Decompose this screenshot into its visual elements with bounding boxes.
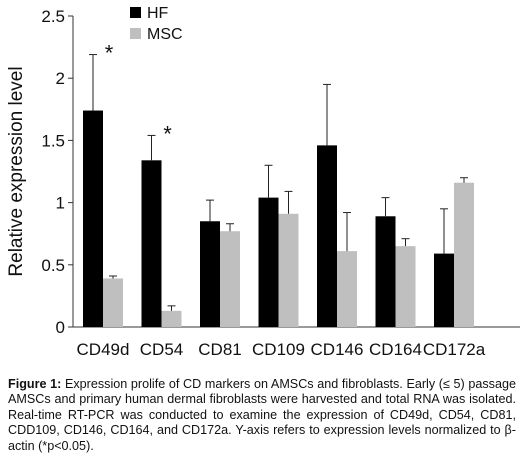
bar-hf-cd109 bbox=[258, 197, 279, 327]
bar-msc-cd54 bbox=[161, 310, 182, 327]
bar-msc-cd81 bbox=[220, 231, 240, 327]
significance-marker: * bbox=[105, 41, 114, 66]
plot-area: 0 0.5 1 1.5 2 2.5 Relative expression level CD4… bbox=[6, 5, 520, 359]
legend-label-msc: MSC bbox=[147, 26, 183, 43]
y-tick-label: 2 bbox=[56, 69, 65, 88]
bar-msc-cd164 bbox=[395, 246, 416, 327]
y-tick-label: 0.5 bbox=[41, 256, 65, 275]
figure-caption: Figure 1: Expression prolife of CD marke… bbox=[8, 377, 516, 454]
bar-hf-cd164 bbox=[375, 216, 396, 327]
legend-label-hf: HF bbox=[147, 5, 169, 22]
x-tick-label: CD54 bbox=[140, 340, 183, 359]
bar-hf-cd146 bbox=[317, 145, 337, 327]
y-tick-label: 0 bbox=[56, 318, 65, 337]
caption-label: Figure 1: bbox=[8, 377, 62, 391]
bar-hf-cd172a bbox=[434, 253, 454, 327]
bar-msc-cd172a bbox=[454, 182, 474, 327]
caption-text: Expression prolife of CD markers on AMSC… bbox=[8, 377, 516, 453]
bar-hf-cd49d bbox=[83, 110, 103, 327]
y-tick-label: 1 bbox=[56, 194, 65, 213]
x-tick-label: CD164 bbox=[369, 340, 422, 359]
bar-chart: 0 0.5 1 1.5 2 2.5 Relative expression level CD4… bbox=[6, 5, 520, 359]
x-tick-label: CD109 bbox=[252, 340, 305, 359]
y-tick-label: 2.5 bbox=[41, 7, 65, 26]
y-axis-title: Relative expression level bbox=[6, 66, 27, 276]
bar-msc-cd109 bbox=[278, 213, 299, 327]
x-tick-label: CD172a bbox=[423, 340, 486, 359]
bar-hf-cd54 bbox=[141, 160, 162, 327]
legend-swatch-msc bbox=[130, 28, 141, 39]
bar-hf-cd81 bbox=[200, 221, 220, 327]
bar-msc-cd49d bbox=[103, 278, 123, 327]
x-tick-label: CD81 bbox=[198, 340, 241, 359]
x-tick-label: CD49d bbox=[77, 340, 130, 359]
significance-marker: * bbox=[163, 121, 172, 146]
x-tick-label: CD146 bbox=[311, 340, 364, 359]
bar-msc-cd146 bbox=[337, 251, 357, 327]
y-tick-label: 1.5 bbox=[41, 131, 65, 150]
legend-swatch-hf bbox=[130, 7, 141, 18]
